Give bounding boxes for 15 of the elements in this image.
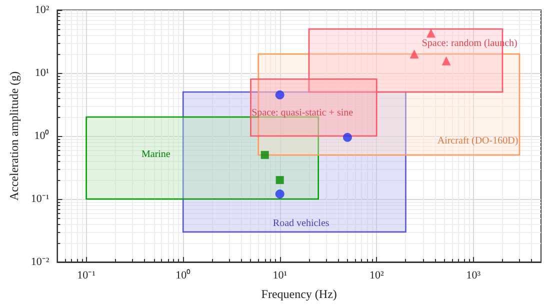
y-tick-label: 10⁻¹ <box>30 193 50 205</box>
x-tick-label: 10⁻¹ <box>77 270 96 282</box>
y-tick-label: 10² <box>34 4 50 16</box>
y-axis-title: Acceleration amplitude (g) <box>7 71 21 201</box>
x-tick-label: 10¹ <box>272 270 288 282</box>
series-label: Marine <box>141 149 171 160</box>
x-tick-label: 10³ <box>466 270 482 282</box>
x-tick-label: 10² <box>369 270 384 282</box>
series-label: Road vehicles <box>272 218 330 230</box>
y-tick-label: 10⁻² <box>30 256 50 268</box>
y-tick-label: 10¹ <box>34 67 50 79</box>
series-label: Aircraft (DO-160D) <box>437 135 518 146</box>
x-axis-title: Frequency (Hz) <box>261 287 337 301</box>
x-tick-label: 10⁰ <box>176 268 191 282</box>
y-tick-label: 10⁰ <box>34 129 50 142</box>
